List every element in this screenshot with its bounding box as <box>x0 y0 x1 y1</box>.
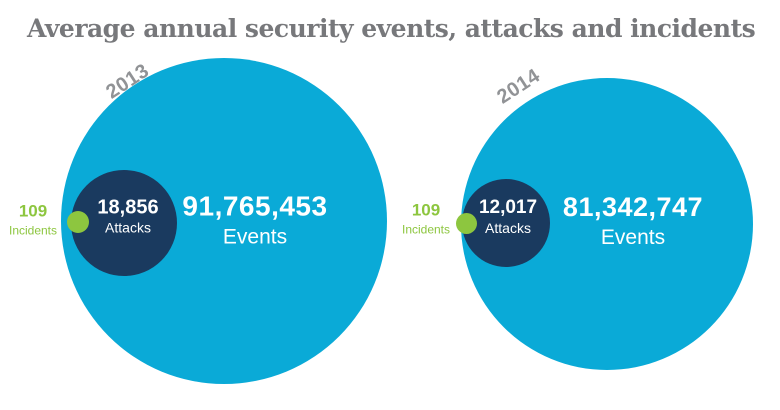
attacks-number-2014: 12,017 <box>478 196 538 218</box>
incidents-number-2014: 109 <box>411 200 441 220</box>
events-number-2013: 91,765,453 <box>182 190 328 222</box>
events-number-2014: 81,342,747 <box>562 192 704 223</box>
events-unit-2013: Events <box>222 225 288 249</box>
incidents-bubble-2014 <box>456 213 477 234</box>
incidents-unit-2013: Incidents <box>8 223 58 238</box>
attacks-unit-2014: Attacks <box>485 219 531 236</box>
events-value-2014: 81,342,747 Events <box>562 192 704 249</box>
events-value-2013: 91,765,453 Events <box>182 190 328 249</box>
attacks-number-2013: 18,856 <box>97 196 159 219</box>
events-unit-2014: Events <box>600 225 666 249</box>
incidents-unit-2014: Incidents <box>401 222 451 237</box>
attacks-value-2014: 12,017 Attacks <box>478 196 538 236</box>
incidents-value-2013: 109 Incidents <box>8 201 58 238</box>
attacks-unit-2013: Attacks <box>105 219 151 236</box>
chart-title: Average annual security events, attacks … <box>27 14 756 43</box>
attacks-value-2013: 18,856 Attacks <box>97 196 158 235</box>
incidents-number-2013: 109 <box>18 201 48 221</box>
incidents-bubble-2013 <box>67 211 89 233</box>
incidents-value-2014: 109 Incidents <box>401 200 451 237</box>
